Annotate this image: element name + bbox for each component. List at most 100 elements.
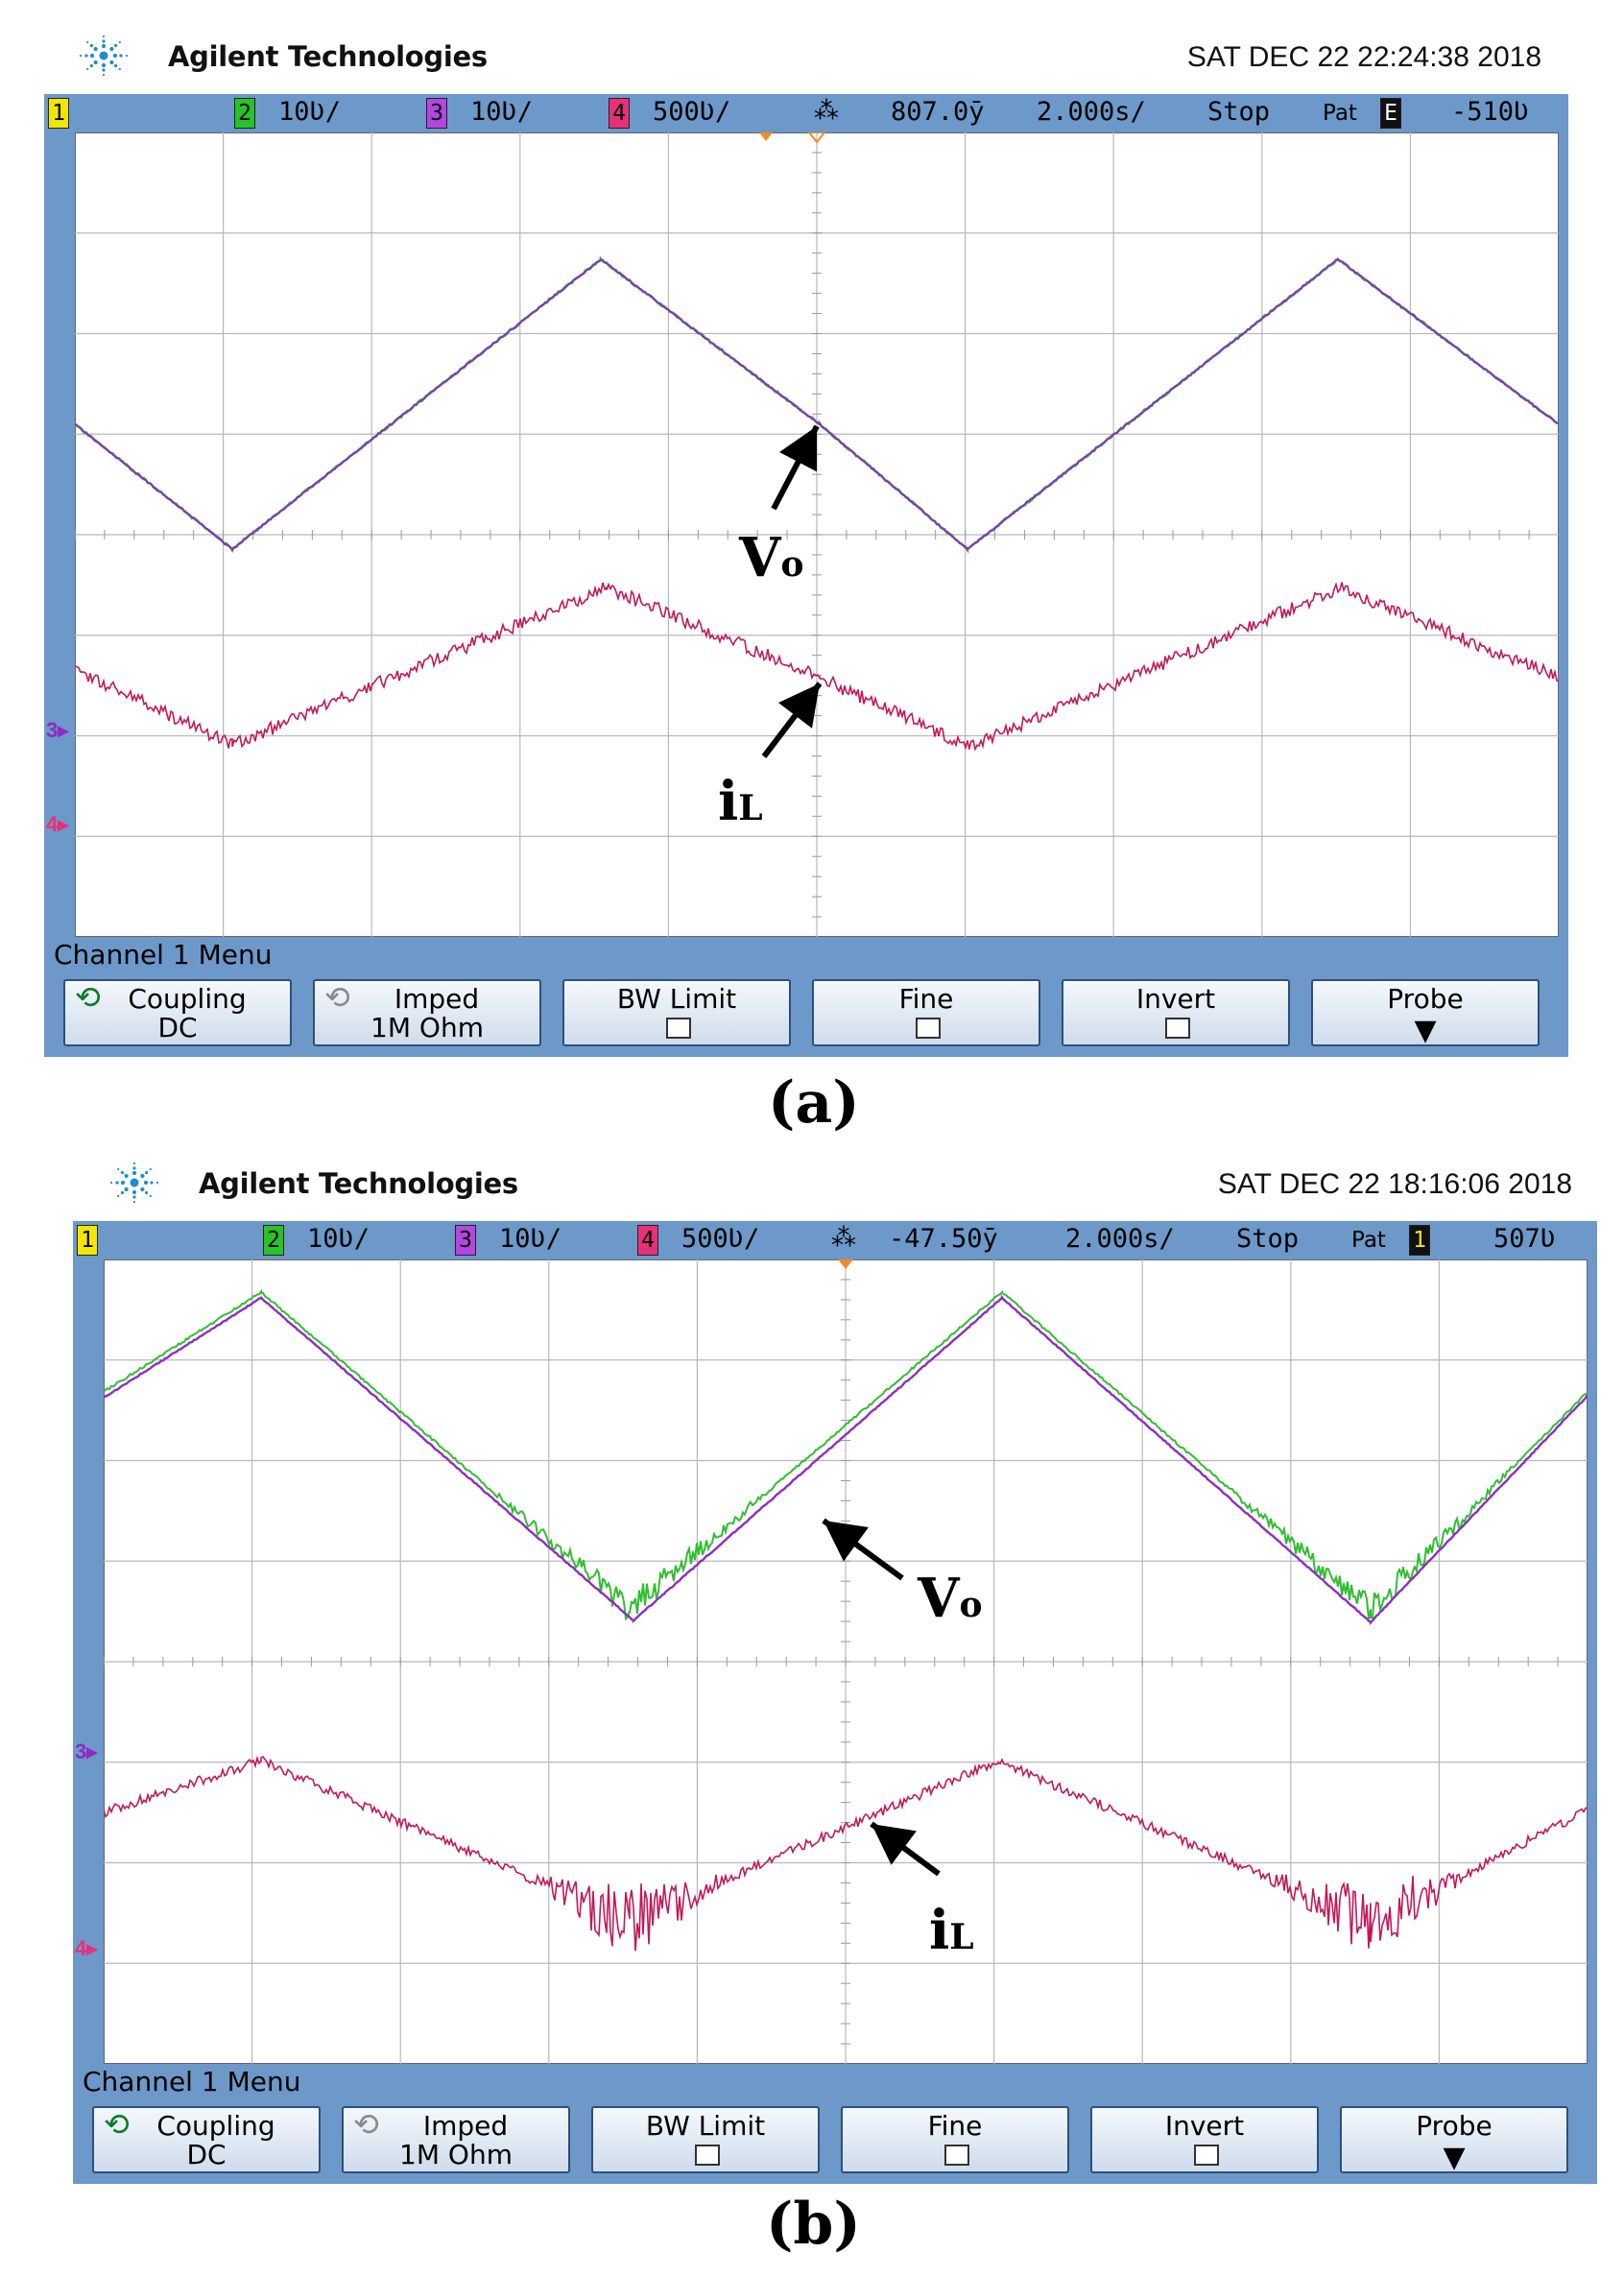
status-bar: 1 2 10Ʋ/ 3 10Ʋ/ 4 500Ʋ/ ⁂ -47.50ȳ 2.000s… [73, 1221, 1597, 1259]
ch1-indicator[interactable]: 1 [77, 1224, 98, 1256]
trigger-source: 1 [1409, 1224, 1430, 1256]
fine-softkey[interactable]: Fine [812, 979, 1040, 1046]
submenu-arrow-icon: ▼ [1443, 2141, 1466, 2174]
softkey-label: Probe [1387, 983, 1464, 1015]
fine-checkbox[interactable] [916, 1018, 941, 1039]
scope-datetime: SAT DEC 22 22:24:38 2018 [1186, 41, 1541, 73]
ch4-indicator[interactable]: 4 [609, 97, 630, 129]
softkey-label: Probe [1416, 2110, 1493, 2142]
imped-softkey[interactable]: ⟲ Imped 1M Ohm [342, 2106, 570, 2173]
invert-softkey[interactable]: Invert [1062, 979, 1290, 1046]
invert-checkbox[interactable] [1194, 2145, 1219, 2166]
rotate-knob-icon: ⟲ [75, 979, 101, 1016]
trigger-level: 507Ʋ [1493, 1224, 1557, 1254]
trigger-level: -510Ʋ [1451, 97, 1530, 127]
invert-softkey[interactable]: Invert [1090, 2106, 1319, 2173]
agilent-spark-icon [109, 1162, 159, 1204]
ch2-scale: 10Ʋ/ [307, 1224, 370, 1254]
ch3-scale: 10Ʋ/ [499, 1224, 562, 1254]
trigger-source: E [1380, 97, 1401, 129]
softkey-value: 1M Ohm [370, 1012, 484, 1043]
run-state[interactable]: Stop [1207, 97, 1271, 127]
bw-limit-softkey[interactable]: BW Limit [591, 2106, 820, 2173]
rotate-knob-icon: ⟲ [324, 979, 350, 1016]
timebase: 2.000s/ [1037, 97, 1146, 127]
ch3-scale: 10Ʋ/ [470, 97, 534, 127]
softkey-label: Invert [1164, 2110, 1245, 2142]
ch3-ground-marker: 3▸ [46, 718, 69, 742]
waveform-screen: Vo iL [75, 132, 1559, 937]
waveform-plot: Vo iL [75, 132, 1559, 937]
ch4-ground-marker: 4▸ [46, 812, 69, 836]
invert-checkbox[interactable] [1165, 1018, 1190, 1039]
brand-header: Agilent Technologies SAT DEC 22 18:16:06… [86, 1148, 1612, 1215]
vo-trace-ch3 [75, 256, 1559, 552]
softkey-label: Coupling [128, 983, 247, 1015]
softkey-label: Coupling [156, 2110, 275, 2142]
vo-trace-ch2 [104, 1288, 1588, 1621]
trigger-delay: 807.0ȳ [891, 97, 985, 127]
softkey-value: DC [186, 2139, 227, 2170]
coupling-softkey[interactable]: ⟲ Coupling DC [63, 979, 292, 1046]
bw-limit-softkey[interactable]: BW Limit [562, 979, 791, 1046]
fine-checkbox[interactable] [944, 2145, 969, 2166]
softkey-label: BW Limit [645, 2110, 766, 2142]
ch3-indicator[interactable]: 3 [426, 97, 447, 129]
scope-datetime: SAT DEC 22 18:16:06 2018 [1217, 1168, 1572, 1200]
softkey-label: Imped [422, 2110, 509, 2142]
panel-a: Agilent Technologies SAT DEC 22 22:24:38… [19, 12, 1603, 1144]
scope-display: 1 2 10Ʋ/ 3 10Ʋ/ 4 500Ʋ/ ⁂ -47.50ȳ 2.000s… [73, 1221, 1597, 2184]
probe-softkey[interactable]: Probe ▼ [1340, 2106, 1568, 2173]
vo-arrow [822, 1518, 904, 1581]
softkey-label: BW Limit [616, 983, 737, 1015]
figure-label: (a) [768, 1069, 860, 1137]
ch4-indicator[interactable]: 4 [637, 1224, 658, 1256]
timebase: 2.000s/ [1065, 1224, 1175, 1254]
ch2-indicator[interactable]: 2 [234, 97, 255, 129]
brand-name: Agilent Technologies [168, 40, 488, 73]
ch1-indicator[interactable]: 1 [48, 97, 69, 129]
trigger-position-marker [807, 132, 826, 144]
imped-softkey[interactable]: ⟲ Imped 1M Ohm [313, 979, 541, 1046]
softkey-value: DC [157, 1012, 198, 1043]
bw-limit-checkbox[interactable] [695, 2145, 720, 2166]
run-state[interactable]: Stop [1236, 1224, 1300, 1254]
ch4-ground-marker: 4▸ [75, 1936, 98, 1960]
waveform-screen: Vo iL [104, 1259, 1588, 2064]
il-trace [75, 582, 1559, 752]
coupling-softkey[interactable]: ⟲ Coupling DC [92, 2106, 321, 2173]
trigger-delay-icon: ⁂ [814, 97, 839, 126]
pattern-label: Pat [1351, 1228, 1386, 1253]
trigger-delay: -47.50ȳ [889, 1224, 998, 1254]
fine-softkey[interactable]: Fine [841, 2106, 1069, 2173]
ch3-ground-marker: 3▸ [75, 1739, 98, 1763]
panel-b: Agilent Technologies SAT DEC 22 18:16:06… [19, 1142, 1612, 2275]
trigger-level-marker [838, 1259, 853, 1269]
menu-title: Channel 1 Menu [54, 939, 273, 971]
vo-arrow [771, 424, 820, 511]
ch4-scale: 500Ʋ/ [681, 1224, 760, 1254]
il-arrow [870, 1821, 941, 1877]
bw-limit-checkbox[interactable] [666, 1018, 691, 1039]
vo-annotation: Vo [917, 1567, 982, 1630]
brand-header: Agilent Technologies SAT DEC 22 22:24:38… [56, 21, 1582, 88]
ch2-indicator[interactable]: 2 [263, 1224, 284, 1256]
agilent-spark-icon [79, 35, 129, 77]
menu-title: Channel 1 Menu [83, 2066, 301, 2097]
softkey-value: 1M Ohm [399, 2139, 513, 2170]
pattern-label: Pat [1323, 101, 1357, 126]
rotate-knob-icon: ⟲ [353, 2106, 379, 2143]
trigger-level-marker [759, 132, 773, 141]
waveform-plot: Vo iL [104, 1259, 1588, 2064]
ch3-indicator[interactable]: 3 [455, 1224, 476, 1256]
softkey-label: Imped [394, 983, 480, 1015]
vo-annotation: Vo [738, 526, 803, 589]
il-annotation: iL [929, 1899, 974, 1962]
probe-softkey[interactable]: Probe ▼ [1311, 979, 1540, 1046]
trigger-delay-icon: ⁂ [831, 1224, 856, 1253]
il-annotation: iL [718, 770, 763, 833]
brand-name: Agilent Technologies [199, 1167, 518, 1200]
softkey-menu: Channel 1 Menu ⟲ Coupling DC ⟲ Imped 1M … [73, 2064, 1597, 2184]
softkey-label: Fine [927, 2110, 983, 2142]
figure-label: (b) [766, 2191, 861, 2258]
